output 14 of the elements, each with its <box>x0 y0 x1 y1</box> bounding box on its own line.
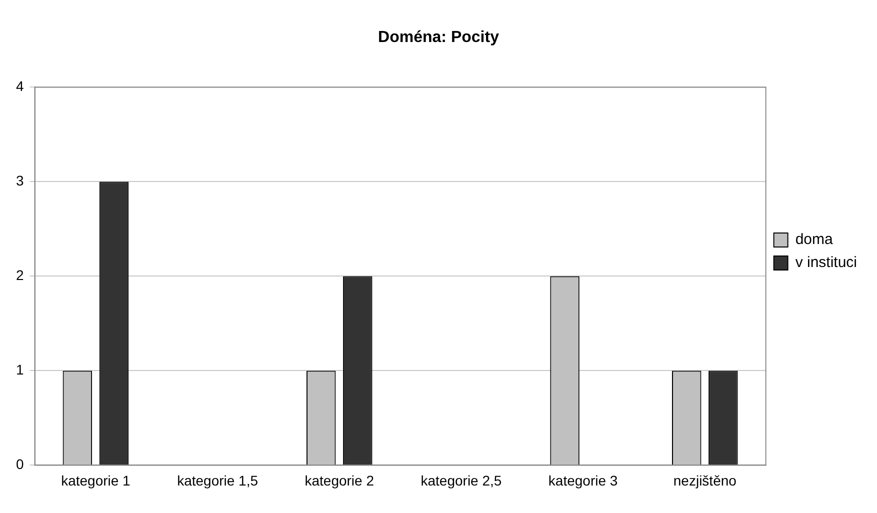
legend-label: doma <box>795 231 834 248</box>
x-tick-label: nezjištěno <box>673 472 737 488</box>
x-tick-label: kategorie 2 <box>304 472 374 488</box>
y-tick-label: 0 <box>16 456 24 472</box>
x-tick-label: kategorie 3 <box>548 472 618 488</box>
legend-label: v instituci <box>795 254 858 272</box>
y-tick-label: 2 <box>16 267 24 284</box>
x-tick-label: kategorie 2,5 <box>420 472 502 488</box>
y-tick-label: 3 <box>16 172 24 189</box>
x-tick-label: kategorie 1 <box>61 472 131 488</box>
y-tick-label: 4 <box>16 78 24 94</box>
x-tick-label: kategorie 1,5 <box>177 472 258 488</box>
y-tick-label: 1 <box>16 362 24 378</box>
chart-title: Doména: Pocity <box>378 29 500 46</box>
